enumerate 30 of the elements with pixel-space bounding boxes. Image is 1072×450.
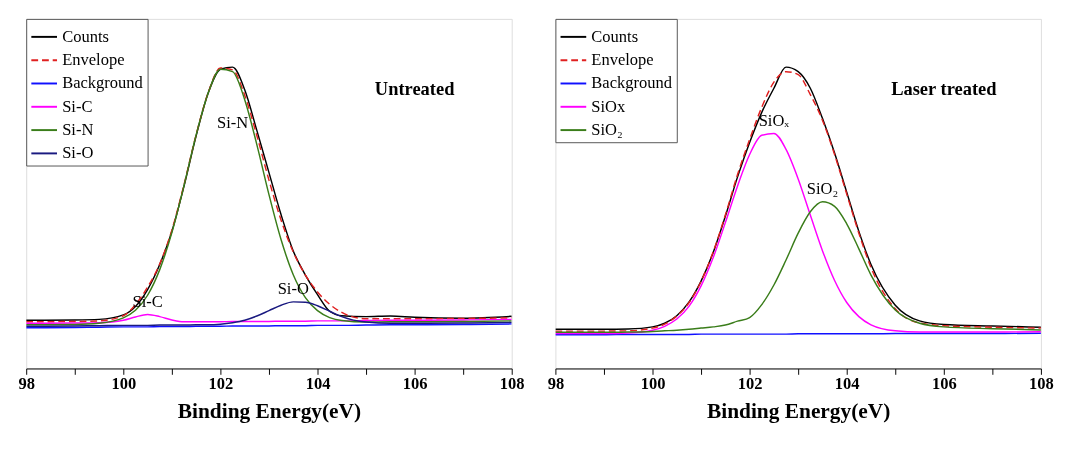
legend-label: Background	[591, 73, 673, 93]
annotation: SiO₂	[806, 179, 839, 199]
legend-label: Si-N	[62, 119, 94, 139]
legend-label: Background	[62, 73, 144, 93]
x-tick-label: 104	[305, 374, 331, 394]
x-tick-label: 98	[547, 374, 565, 394]
legend-label: Envelope	[62, 50, 125, 70]
x-axis-title: Binding Energy(eV)	[706, 399, 891, 424]
legend-label: Si-O	[62, 143, 94, 163]
x-tick-label: 108	[1029, 374, 1054, 394]
x-tick-label: 106	[402, 374, 428, 394]
legend-label: Counts	[591, 26, 639, 46]
legend-label: Si-C	[62, 96, 93, 116]
legend-label: SiO₂	[591, 119, 623, 139]
x-tick-label: 98	[18, 374, 35, 394]
x-tick-label: 102	[208, 374, 234, 394]
x-tick-label: 102	[737, 374, 763, 394]
text: Untreated	[374, 78, 456, 99]
legend-label: Counts	[62, 26, 109, 46]
annotation: Si-N	[216, 112, 249, 132]
text: Laser treated	[891, 78, 998, 99]
x-axis-title: Binding Energy(eV)	[177, 399, 362, 424]
annotation: SiOₓ	[758, 110, 790, 130]
x-tick-label: 104	[834, 374, 860, 394]
x-tick-label: 100	[640, 374, 666, 394]
x-tick-label: 100	[111, 374, 137, 394]
legend-label: Envelope	[591, 50, 654, 70]
x-tick-label: 106	[931, 374, 957, 394]
x-tick-label: 108	[499, 374, 525, 394]
legend-label: SiOx	[591, 96, 627, 116]
